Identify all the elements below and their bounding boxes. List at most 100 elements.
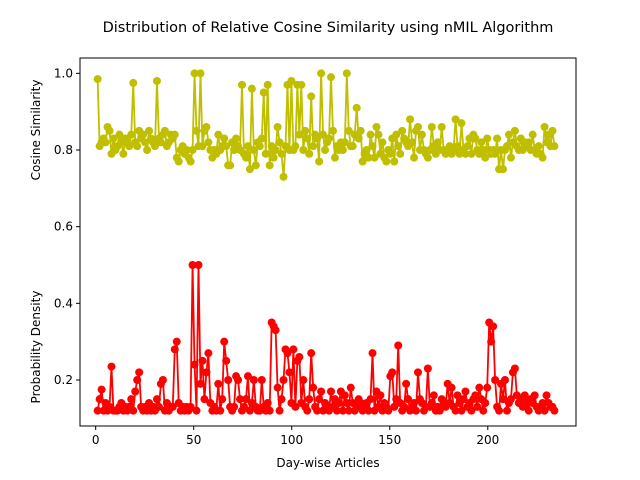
x-tick-label: 100: [280, 433, 303, 447]
series-0-point: [338, 146, 347, 154]
series-1-point: [510, 364, 519, 373]
series-0-point: [190, 69, 199, 78]
series-1-point: [200, 395, 209, 404]
series-1-point: [285, 368, 294, 377]
series-0-point: [101, 138, 110, 147]
series-1-point: [214, 379, 223, 388]
series-0-point: [396, 149, 405, 158]
series-1-point: [93, 406, 102, 415]
series-1-point: [194, 261, 203, 269]
series-0-point: [467, 149, 476, 158]
series-0-point: [119, 149, 128, 158]
series-0-point: [192, 126, 201, 135]
series-1-point: [313, 406, 322, 415]
series-1-point: [222, 356, 231, 365]
series-0-point: [372, 123, 381, 131]
series-0-point: [182, 146, 191, 154]
series-0-point: [313, 134, 322, 143]
series-0-point: [105, 126, 114, 135]
series-1-point: [279, 376, 288, 384]
series-1-point: [127, 395, 136, 404]
series-1-point: [410, 399, 419, 407]
series-1-point: [291, 402, 300, 411]
series-0-point: [502, 142, 511, 151]
series-1-point: [204, 349, 213, 358]
series-0-point: [423, 153, 432, 162]
series-0-point: [390, 157, 399, 166]
series-1-point: [263, 399, 272, 407]
series-0-point: [273, 123, 282, 131]
series-0-point: [160, 126, 169, 135]
series-1-point: [135, 368, 144, 377]
series-0-point: [433, 138, 442, 147]
series-0-point: [309, 142, 318, 151]
series-0-point: [550, 142, 559, 151]
series-0-point: [259, 88, 268, 97]
series-1-point: [241, 395, 250, 404]
series-1-point: [218, 395, 227, 404]
series-1-point: [198, 356, 207, 365]
series-0-point: [437, 123, 446, 131]
y-axis: 0.2 0.4 0.6 0.8 1.0: [54, 66, 80, 387]
series-1-point: [283, 349, 292, 358]
series-1-point: [489, 322, 498, 331]
series-0-point: [214, 130, 223, 139]
series-0-point: [299, 146, 308, 154]
series-1-point: [481, 399, 490, 407]
series-0-point: [483, 134, 492, 143]
y-tick-label: 0.6: [54, 220, 73, 234]
x-tick-label: 200: [476, 433, 499, 447]
series-1-point: [550, 406, 559, 415]
series-0-point: [141, 138, 150, 147]
series-1-point: [540, 406, 549, 415]
chart-title: Distribution of Relative Cosine Similari…: [103, 20, 554, 36]
series-1-point: [315, 395, 324, 404]
series-1-point: [479, 406, 488, 415]
series-0-point: [491, 149, 500, 158]
series-0-point: [386, 149, 395, 158]
series-0-point: [145, 126, 154, 135]
series-1-point: [538, 399, 547, 407]
series-1-point: [332, 406, 341, 415]
series-1-point: [234, 376, 243, 384]
series-0-point: [358, 157, 367, 166]
series-0-point: [222, 142, 231, 151]
series-1-point: [186, 402, 195, 411]
series-1-point: [289, 345, 298, 354]
y-tick-label: 1.0: [54, 66, 73, 80]
series-1-point: [400, 402, 409, 411]
series-0-point: [251, 161, 260, 170]
series-1-point: [216, 406, 225, 415]
series-0-point: [238, 80, 246, 89]
series-1-point: [277, 395, 286, 404]
series-0-point: [196, 69, 205, 78]
series-0-point: [366, 130, 375, 139]
series-0-point: [271, 146, 280, 154]
series-0-point: [499, 165, 508, 174]
series-0-point: [362, 146, 371, 154]
series-0-point: [226, 161, 235, 170]
series-0-point: [255, 142, 264, 151]
series-0-point: [307, 92, 316, 101]
series-0-point: [188, 146, 197, 154]
series-0-point: [378, 138, 387, 147]
series-0-point: [427, 123, 436, 131]
series-1-point: [499, 395, 508, 404]
series-1-point: [413, 368, 422, 377]
series-0-point: [392, 130, 401, 139]
series-0-point: [398, 126, 407, 135]
series-0-point: [269, 153, 278, 162]
series-1-point: [257, 376, 266, 384]
series-0-point: [261, 149, 270, 158]
series-0-point: [340, 138, 349, 147]
series-1-point: [299, 376, 308, 384]
series-1-point: [459, 395, 468, 404]
series-0-point: [453, 142, 462, 151]
series-0-point: [328, 126, 337, 135]
series-1-point: [520, 391, 529, 400]
series-1-point: [172, 337, 181, 346]
series-1-point: [95, 395, 104, 404]
series-0-point: [315, 157, 324, 166]
plot-frame: [79, 57, 577, 427]
series-0-point: [461, 149, 470, 158]
